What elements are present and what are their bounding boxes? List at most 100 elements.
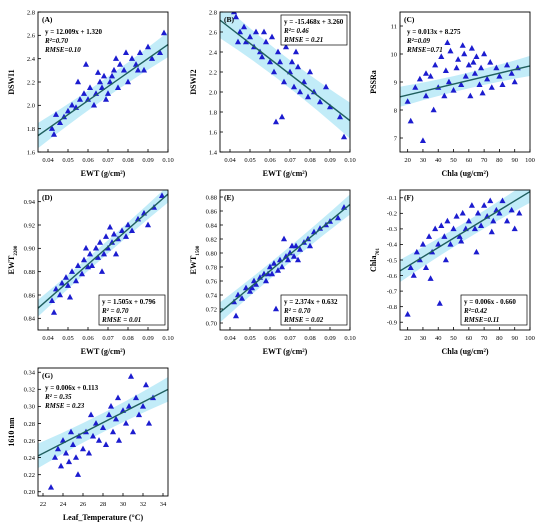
data-point bbox=[129, 428, 137, 435]
panel-label: (B) bbox=[224, 15, 235, 24]
data-point bbox=[284, 256, 292, 263]
data-point bbox=[462, 73, 469, 79]
x-tick-label: 70 bbox=[481, 157, 488, 164]
stats-text: RMSE=0.11 bbox=[463, 316, 499, 324]
data-point bbox=[94, 254, 102, 260]
x-tick-label: 0.06 bbox=[82, 335, 94, 342]
data-point bbox=[74, 78, 82, 85]
x-tick-label: 40 bbox=[435, 157, 442, 164]
data-point bbox=[110, 66, 118, 73]
data-point bbox=[473, 53, 480, 60]
data-point bbox=[82, 244, 90, 251]
data-point bbox=[432, 225, 439, 232]
x-tick-label: 0.07 bbox=[284, 335, 296, 342]
stats-text: R²=0.09 bbox=[406, 37, 431, 45]
data-point bbox=[459, 42, 466, 48]
data-point bbox=[72, 454, 80, 460]
data-point bbox=[290, 253, 298, 259]
data-point bbox=[508, 206, 515, 213]
data-point bbox=[288, 242, 296, 249]
data-point bbox=[56, 291, 64, 298]
y-tick-label: 0.88 bbox=[206, 194, 217, 201]
x-tick-label: 32 bbox=[140, 501, 147, 508]
data-point bbox=[52, 111, 60, 117]
y-axis-label-subscript: 701 bbox=[376, 248, 381, 256]
y-tick-label: 0.30 bbox=[24, 404, 35, 411]
x-tick-label: 60 bbox=[466, 335, 473, 342]
data-point bbox=[413, 248, 420, 255]
y-axis-label-subscript: 1500 bbox=[196, 245, 201, 256]
stats-text: R²=0.70 bbox=[44, 37, 69, 45]
data-point bbox=[459, 209, 466, 216]
y-tick-label: 2.0 bbox=[27, 103, 35, 110]
data-point bbox=[252, 28, 260, 35]
data-point bbox=[92, 244, 100, 251]
data-point bbox=[479, 89, 486, 96]
data-point bbox=[471, 225, 479, 232]
data-point bbox=[258, 53, 266, 60]
data-point bbox=[499, 81, 506, 88]
data-point bbox=[74, 262, 82, 269]
confidence-band bbox=[220, 12, 350, 139]
y-tick-label: 2.8 bbox=[209, 9, 217, 16]
data-point bbox=[292, 48, 300, 55]
data-point bbox=[236, 28, 244, 35]
data-point bbox=[102, 233, 110, 239]
x-tick-label: 0.10 bbox=[162, 157, 173, 164]
data-point bbox=[142, 381, 150, 388]
data-point bbox=[294, 256, 302, 263]
data-point bbox=[250, 277, 258, 284]
data-point bbox=[278, 113, 286, 120]
data-point bbox=[86, 84, 94, 91]
data-point bbox=[487, 59, 494, 65]
data-point bbox=[282, 43, 290, 50]
data-point bbox=[248, 284, 256, 291]
data-point bbox=[272, 305, 280, 312]
data-point bbox=[474, 209, 482, 216]
x-tick-label: 0.07 bbox=[102, 335, 114, 342]
data-point bbox=[416, 75, 423, 82]
x-tick-label: 0.05 bbox=[244, 157, 255, 164]
fit-line bbox=[38, 193, 168, 309]
y-tick-label: 1.8 bbox=[209, 109, 217, 116]
x-tick-label: 80 bbox=[496, 157, 503, 164]
data-point bbox=[80, 90, 88, 96]
y-tick-label: 0.92 bbox=[24, 222, 35, 229]
data-point bbox=[122, 233, 130, 239]
data-point bbox=[120, 66, 128, 73]
data-point bbox=[465, 217, 472, 224]
data-point bbox=[51, 454, 59, 460]
y-tick-label: 0.86 bbox=[24, 292, 36, 299]
stats-text: R²= 0.46 bbox=[283, 27, 309, 35]
y-tick-label: 0.70 bbox=[206, 320, 217, 327]
y-tick-label: 0.28 bbox=[24, 421, 35, 428]
data-point bbox=[98, 268, 106, 274]
data-point bbox=[407, 264, 414, 270]
y-axis-label: 1610 nm bbox=[7, 417, 16, 446]
data-point bbox=[487, 197, 494, 204]
data-point bbox=[262, 277, 270, 284]
stats-text: y = 2.374x + 0.632 bbox=[284, 298, 338, 306]
data-point bbox=[444, 39, 451, 46]
data-point bbox=[105, 411, 113, 418]
data-point bbox=[132, 394, 140, 401]
x-tick-label: 28 bbox=[100, 501, 107, 508]
y-tick-label: 8 bbox=[394, 107, 397, 114]
data-point bbox=[316, 225, 324, 231]
data-point bbox=[456, 233, 463, 239]
data-point bbox=[102, 441, 110, 448]
data-point bbox=[64, 282, 72, 288]
data-point bbox=[422, 92, 430, 99]
data-point bbox=[128, 227, 136, 234]
x-tick-label: 0.10 bbox=[344, 335, 355, 342]
x-tick-label: 50 bbox=[450, 335, 457, 342]
stats-text: R² = 0.70 bbox=[283, 307, 311, 315]
data-point bbox=[442, 67, 449, 74]
data-point bbox=[306, 242, 314, 249]
chart-panel: 22 24 26 28 30 32 34 0.20 0.22 0.24 0.26 0.28 0.30 0.… bbox=[7, 367, 169, 522]
data-point bbox=[104, 90, 112, 96]
data-point bbox=[112, 55, 120, 61]
data-point bbox=[89, 432, 97, 439]
x-axis-label: Leaf_Temperature (°C) bbox=[63, 513, 144, 522]
data-point bbox=[266, 263, 274, 270]
